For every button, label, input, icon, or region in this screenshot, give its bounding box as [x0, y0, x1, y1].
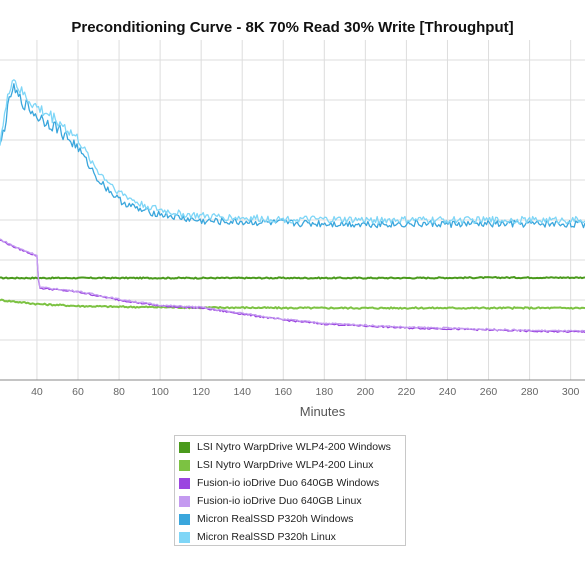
series-line-5 — [0, 79, 585, 225]
legend-swatch-lsi-linux — [179, 459, 190, 471]
plot-area: 40 60 80 100 120 140 160 180 200 220 240 260 280 300 — [0, 40, 585, 398]
legend-item-micron-linux[interactable]: Micron RealSSD P320h Linux — [179, 528, 405, 546]
grid-layer — [0, 40, 585, 380]
legend-swatch-micron-linux — [179, 531, 190, 543]
x-tick-label-60: 60 — [72, 386, 84, 398]
legend-item-micron-windows[interactable]: Micron RealSSD P320h Windows — [179, 510, 405, 528]
x-tick-label-260: 260 — [480, 386, 498, 398]
chart-title: Preconditioning Curve - 8K 70% Read 30% … — [71, 19, 514, 36]
legend-label-lsi-linux: LSI Nytro WarpDrive WLP4-200 Linux — [197, 459, 374, 471]
x-tick-label-40: 40 — [31, 386, 43, 398]
series-line-1 — [0, 298, 585, 310]
x-tick-label-300: 300 — [562, 386, 580, 398]
series-line-0 — [0, 276, 585, 280]
legend-item-fusion-linux[interactable]: Fusion-io ioDrive Duo 640GB Linux — [179, 492, 405, 510]
legend-item-fusion-windows[interactable]: Fusion-io ioDrive Duo 640GB Windows — [179, 474, 405, 492]
legend: LSI Nytro WarpDrive WLP4-200 Windows LSI… — [174, 435, 406, 546]
series-line-4 — [0, 83, 585, 229]
x-tick-label-100: 100 — [151, 386, 169, 398]
x-axis-label: Minutes — [299, 404, 346, 419]
series-line-2 — [0, 239, 585, 334]
legend-item-lsi-linux[interactable]: LSI Nytro WarpDrive WLP4-200 Linux — [179, 456, 405, 474]
legend-label-micron-linux: Micron RealSSD P320h Linux — [197, 531, 336, 543]
x-tick-label-120: 120 — [192, 386, 210, 398]
series-layer — [0, 79, 585, 334]
legend-label-fusion-windows: Fusion-io ioDrive Duo 640GB Windows — [197, 477, 380, 489]
legend-label-lsi-windows: LSI Nytro WarpDrive WLP4-200 Windows — [197, 441, 391, 453]
x-tick-label-180: 180 — [316, 386, 334, 398]
x-tick-label-220: 220 — [398, 386, 416, 398]
axis-layer: 40 60 80 100 120 140 160 180 200 220 240 260 280 300 — [0, 379, 585, 398]
x-tick-label-80: 80 — [113, 386, 125, 398]
legend-swatch-fusion-linux — [179, 495, 190, 507]
x-tick-label-200: 200 — [357, 386, 375, 398]
legend-swatch-fusion-windows — [179, 477, 190, 489]
legend-label-micron-windows: Micron RealSSD P320h Windows — [197, 513, 354, 525]
legend-swatch-lsi-windows — [179, 441, 190, 453]
legend-label-fusion-linux: Fusion-io ioDrive Duo 640GB Linux — [197, 495, 362, 507]
x-tick-label-280: 280 — [521, 386, 539, 398]
legend-swatch-micron-windows — [179, 513, 190, 525]
series-line-3 — [0, 238, 585, 333]
legend-item-lsi-windows[interactable]: LSI Nytro WarpDrive WLP4-200 Windows — [179, 438, 405, 456]
x-tick-label-240: 240 — [439, 386, 457, 398]
x-tick-label-160: 160 — [274, 386, 292, 398]
x-tick-label-140: 140 — [233, 386, 251, 398]
